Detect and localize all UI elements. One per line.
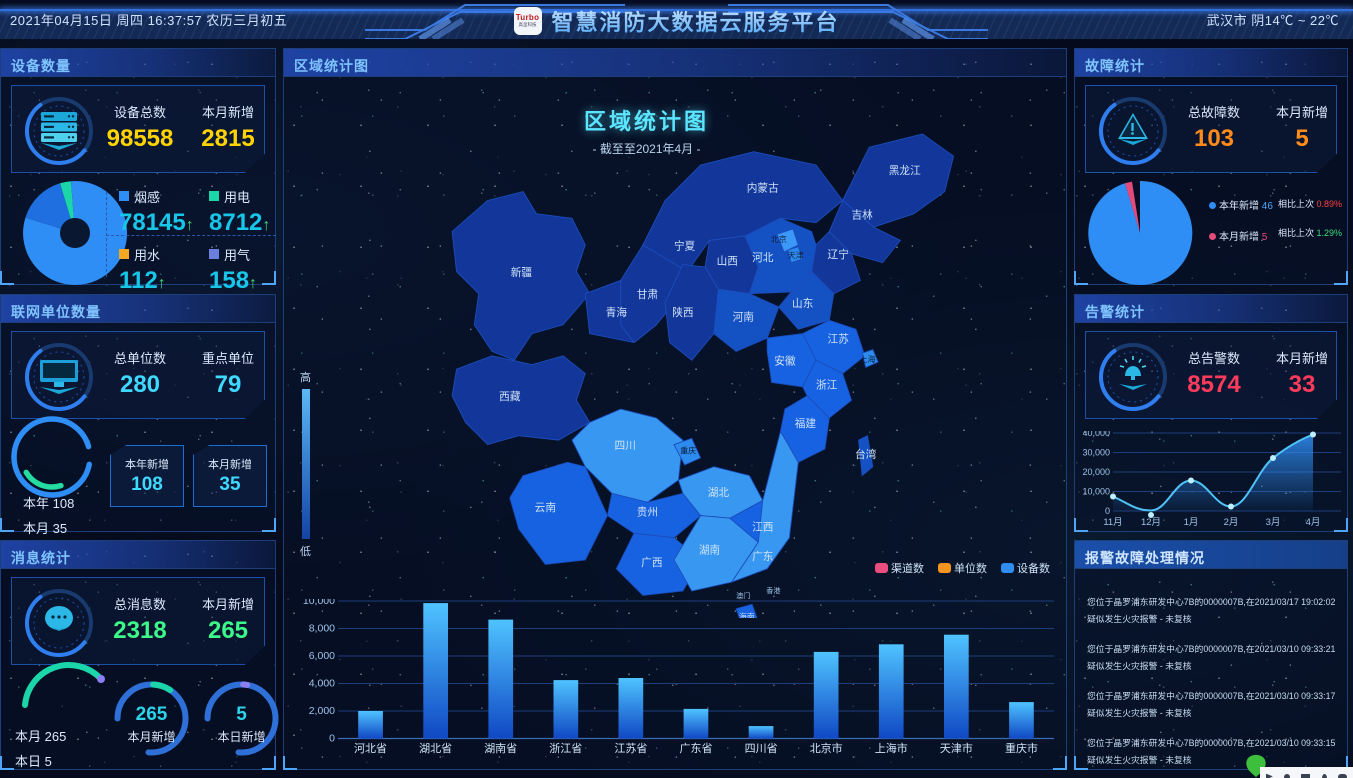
svg-text:云南: 云南 (535, 501, 556, 514)
svg-text:北京市: 北京市 (810, 741, 843, 755)
svg-text:湖南省: 湖南省 (484, 742, 517, 755)
svg-text:10,000: 10,000 (1083, 487, 1110, 497)
svg-text:海南: 海南 (739, 611, 755, 618)
svg-text:4,000: 4,000 (309, 678, 335, 690)
svg-text:广西: 广西 (641, 557, 662, 569)
svg-text:重庆: 重庆 (680, 445, 696, 455)
svg-text:河北: 河北 (752, 252, 774, 264)
svg-text:40,000: 40,000 (1083, 431, 1110, 438)
svg-text:重庆市: 重庆市 (1005, 741, 1038, 755)
svg-text:6,000: 6,000 (309, 650, 335, 662)
svg-text:安徽: 安徽 (774, 355, 796, 368)
svg-text:浙江: 浙江 (816, 380, 838, 392)
svg-text:福建: 福建 (795, 417, 817, 430)
svg-text:新疆: 新疆 (511, 266, 533, 279)
svg-text:贵州: 贵州 (637, 506, 658, 519)
svg-text:辽宁: 辽宁 (828, 248, 849, 261)
svg-text:广东: 广东 (752, 550, 773, 563)
svg-text:12月: 12月 (1141, 517, 1161, 528)
svg-text:2,000: 2,000 (309, 705, 335, 717)
svg-text:宁夏: 宁夏 (674, 239, 696, 252)
svg-text:11月: 11月 (1103, 517, 1122, 528)
svg-text:吉林: 吉林 (852, 208, 874, 221)
svg-text:浙江省: 浙江省 (549, 742, 582, 755)
svg-text:20,000: 20,000 (1083, 467, 1110, 477)
svg-text:四川省: 四川省 (745, 742, 778, 755)
svg-text:内蒙古: 内蒙古 (747, 182, 779, 195)
svg-text:江西: 江西 (752, 522, 773, 534)
svg-text:湖北省: 湖北省 (419, 742, 452, 755)
svg-text:1月: 1月 (1184, 517, 1199, 528)
svg-text:四川: 四川 (615, 440, 636, 452)
svg-text:湖南: 湖南 (699, 544, 720, 557)
svg-text:0: 0 (1105, 506, 1110, 516)
svg-text:甘肃: 甘肃 (637, 288, 659, 301)
svg-text:澳门: 澳门 (736, 591, 750, 600)
svg-text:山西: 山西 (717, 255, 738, 267)
svg-text:北京: 北京 (771, 234, 787, 244)
svg-text:西藏: 西藏 (499, 391, 521, 403)
svg-text:山东: 山东 (792, 297, 813, 310)
svg-text:河南: 河南 (733, 310, 754, 323)
svg-text:黑龙江: 黑龙江 (889, 164, 921, 177)
svg-text:天津: 天津 (788, 250, 804, 260)
svg-text:香港: 香港 (766, 586, 780, 595)
svg-text:上海: 上海 (860, 354, 876, 364)
svg-text:3月: 3月 (1266, 517, 1281, 528)
svg-text:江苏省: 江苏省 (614, 742, 647, 755)
svg-text:2月: 2月 (1224, 517, 1239, 528)
svg-text:河北省: 河北省 (354, 742, 387, 755)
svg-text:湖北: 湖北 (708, 487, 730, 499)
svg-text:8,000: 8,000 (309, 623, 335, 635)
svg-text:上海市: 上海市 (875, 741, 908, 755)
svg-text:4月: 4月 (1306, 517, 1321, 528)
svg-text:陕西: 陕西 (672, 306, 693, 319)
svg-text:青海: 青海 (606, 306, 628, 319)
svg-text:台湾: 台湾 (855, 448, 877, 461)
svg-text:江苏: 江苏 (828, 333, 850, 346)
svg-text:30,000: 30,000 (1083, 448, 1110, 458)
svg-text:0: 0 (329, 733, 335, 745)
svg-text:天津市: 天津市 (940, 741, 973, 755)
svg-text:广东省: 广东省 (680, 742, 713, 755)
